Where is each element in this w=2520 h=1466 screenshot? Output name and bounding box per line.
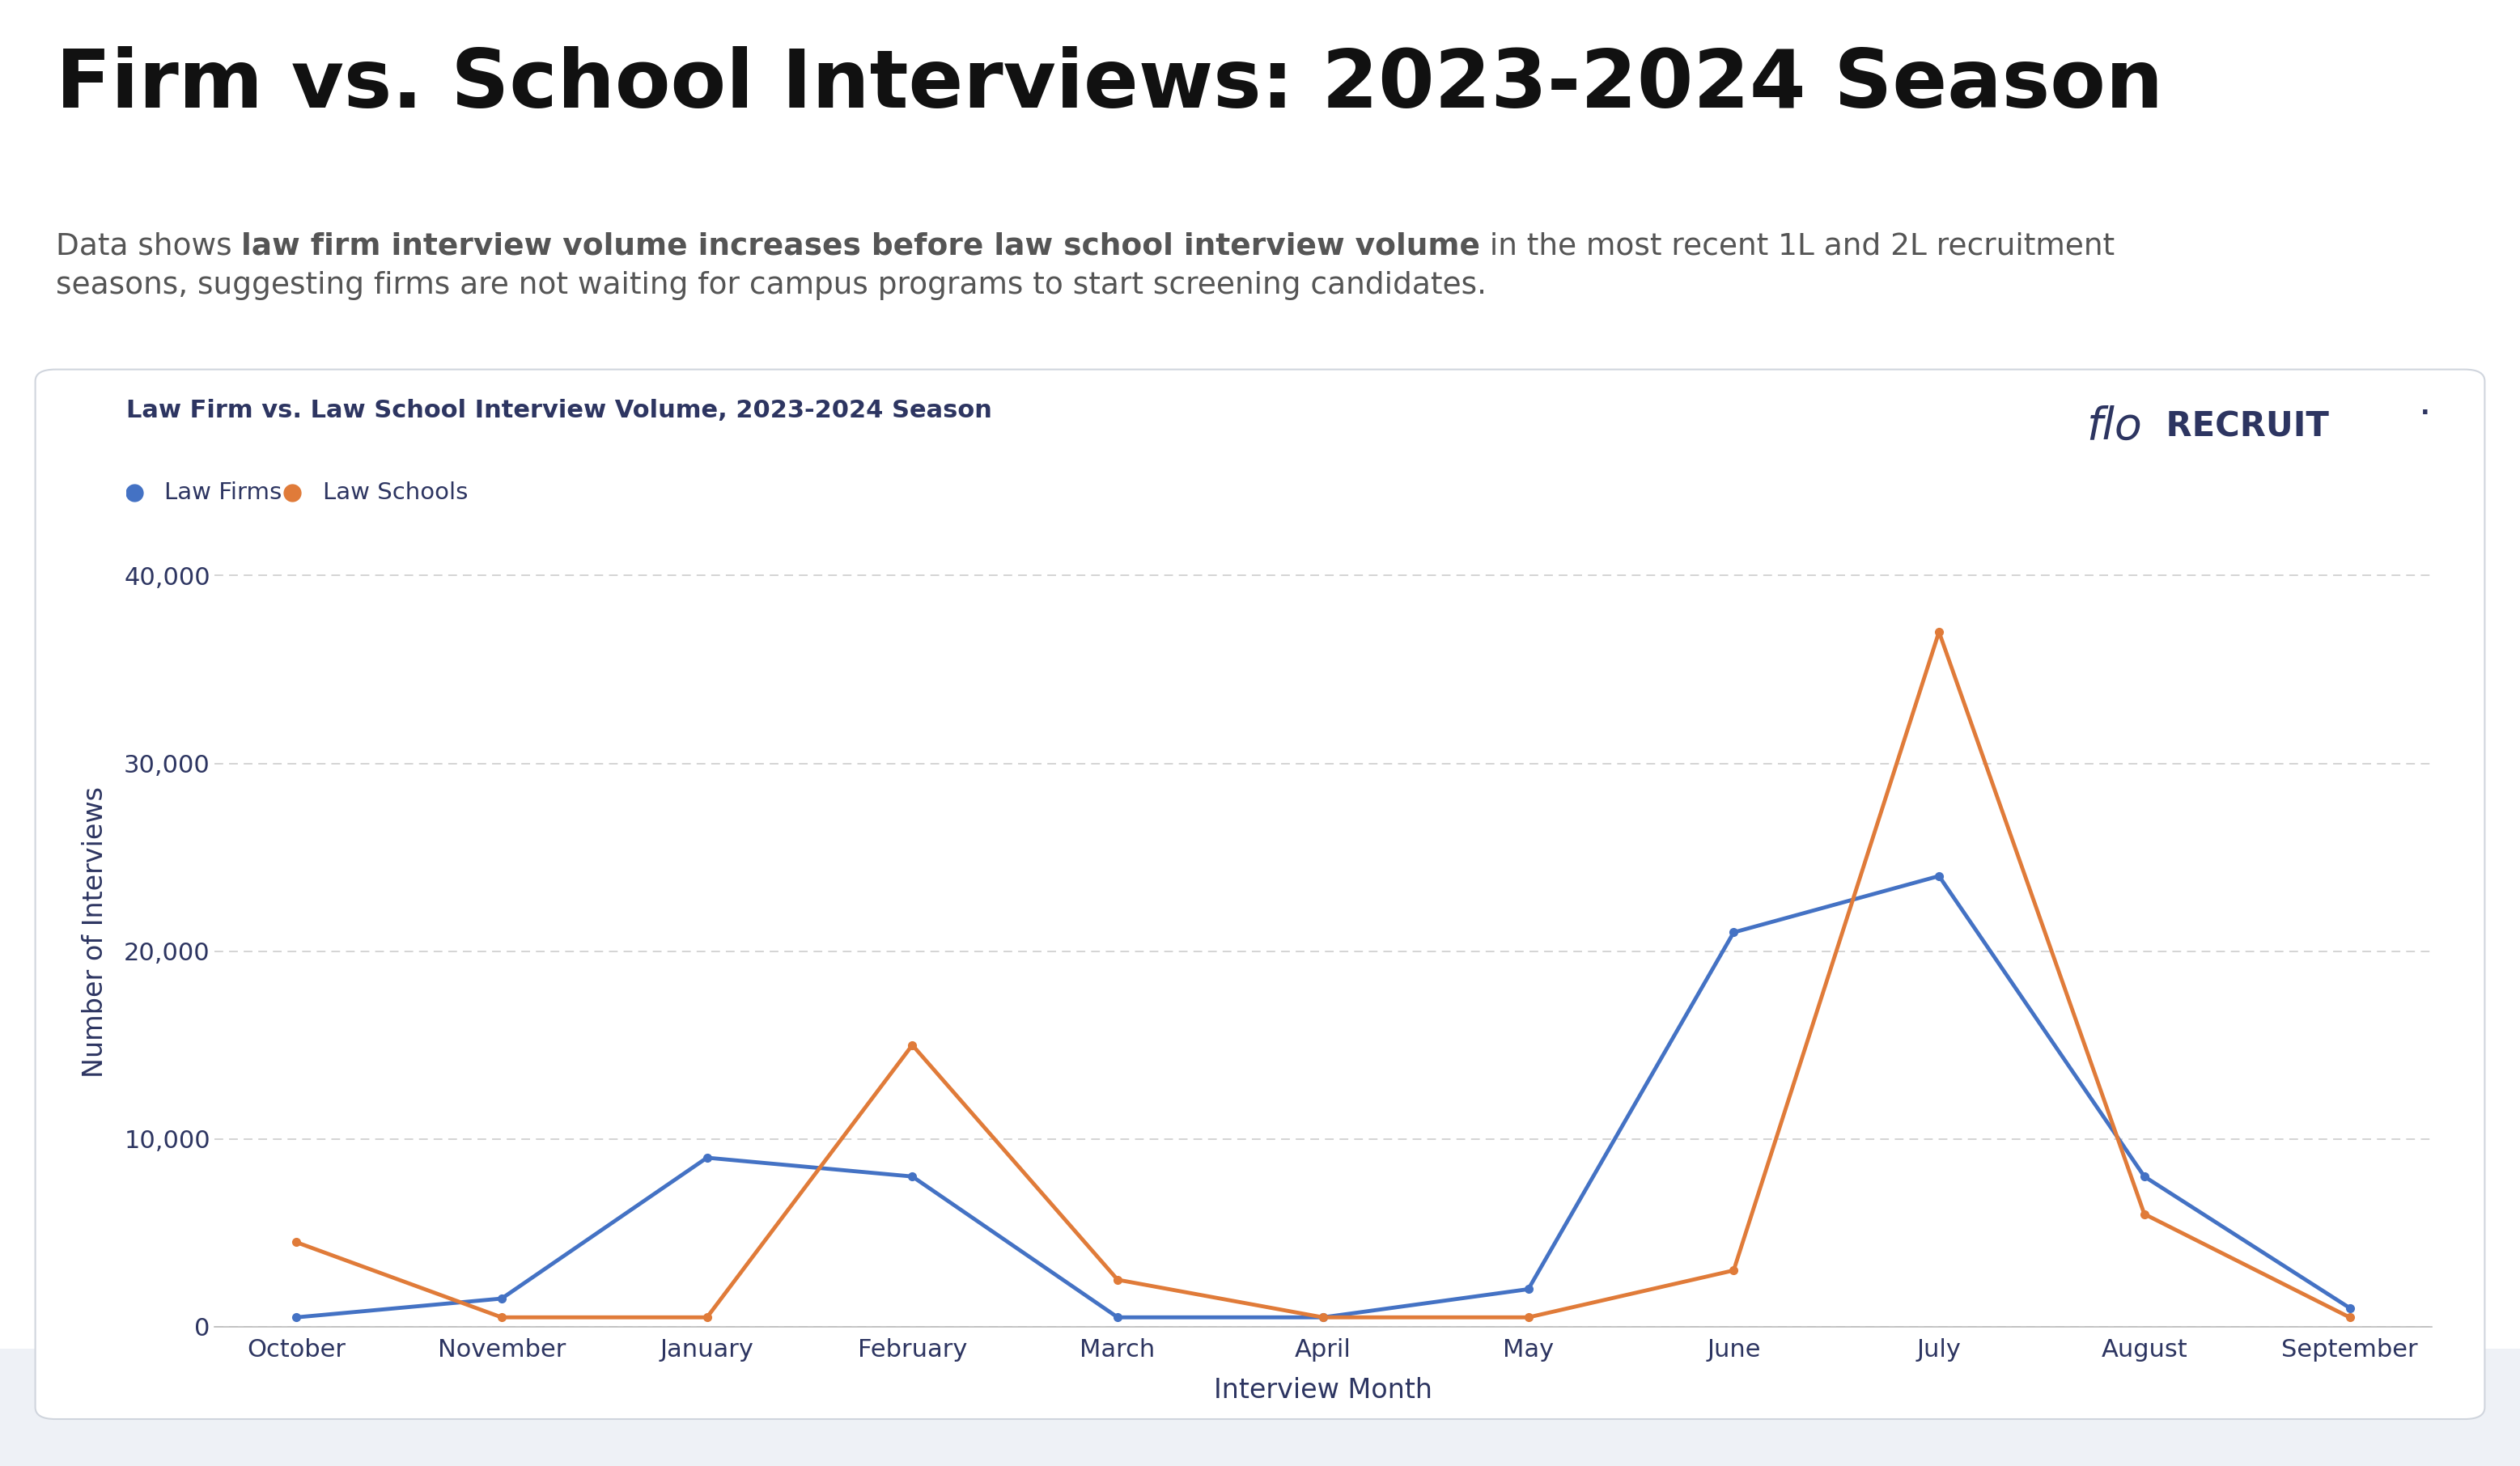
X-axis label: Interview Month: Interview Month: [1215, 1377, 1431, 1404]
Text: seasons, suggesting firms are not waiting for campus programs to start screening: seasons, suggesting firms are not waitin…: [55, 271, 1487, 301]
Text: Law Firm vs. Law School Interview Volume, 2023-2024 Season: Law Firm vs. Law School Interview Volume…: [126, 399, 993, 422]
Text: Law Firms: Law Firms: [164, 481, 282, 504]
Text: law firm interview volume increases before law school interview volume: law firm interview volume increases befo…: [242, 232, 1479, 261]
Text: in the most recent 1L and 2L recruitment: in the most recent 1L and 2L recruitment: [1479, 232, 2114, 261]
Text: Data shows: Data shows: [55, 232, 242, 261]
Y-axis label: Number of Interviews: Number of Interviews: [81, 787, 108, 1078]
Text: Firm vs. School Interviews: 2023-2024 Season: Firm vs. School Interviews: 2023-2024 Se…: [55, 45, 2162, 125]
Text: ·: ·: [2419, 402, 2429, 425]
Text: Law Schools: Law Schools: [323, 481, 469, 504]
Text: RECRUIT: RECRUIT: [2155, 409, 2328, 444]
Text: flo: flo: [2087, 405, 2142, 449]
